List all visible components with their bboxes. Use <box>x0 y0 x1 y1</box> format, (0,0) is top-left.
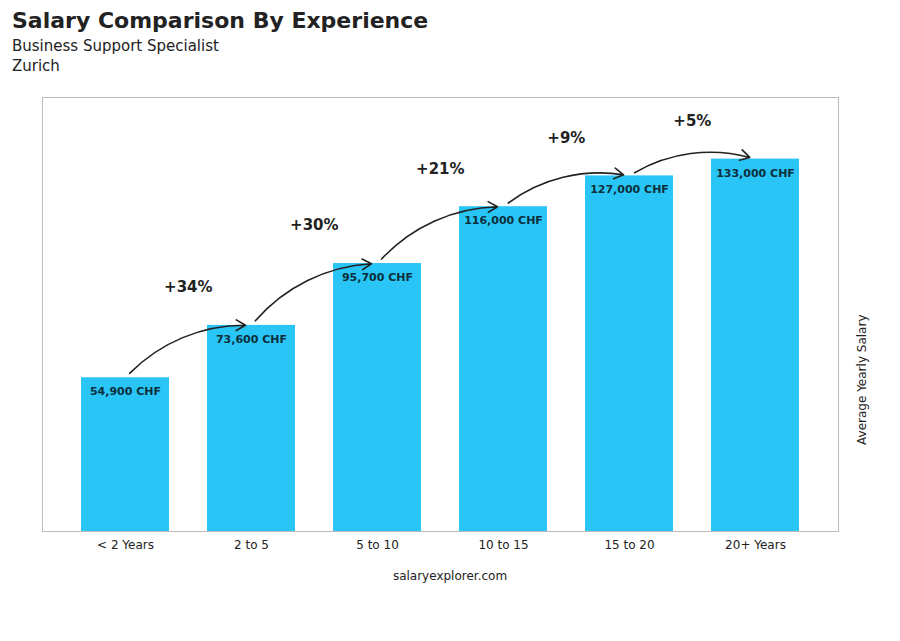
svg-text:116,000 CHF: 116,000 CHF <box>464 214 543 227</box>
svg-text:< 2 Years: < 2 Years <box>97 538 154 552</box>
svg-text:10 to 15: 10 to 15 <box>478 538 528 552</box>
svg-text:+9%: +9% <box>547 129 585 147</box>
svg-text:127,000 CHF: 127,000 CHF <box>590 183 669 196</box>
svg-text:+30%: +30% <box>290 216 338 234</box>
svg-text:2 to 5: 2 to 5 <box>234 538 269 552</box>
html-text:Zurich: Zurich <box>12 57 60 75</box>
html-text:Salary Comparison By Experienc: Salary Comparison By Experience <box>12 8 429 33</box>
svg-text:54,900 CHF: 54,900 CHF <box>90 385 161 398</box>
svg-text:Average Yearly Salary: Average Yearly Salary <box>855 315 869 445</box>
svg-text:95,700 CHF: 95,700 CHF <box>342 271 413 284</box>
svg-text:5 to 10: 5 to 10 <box>356 538 399 552</box>
svg-text:15 to 20: 15 to 20 <box>604 538 654 552</box>
svg-text:73,600 CHF: 73,600 CHF <box>216 333 287 346</box>
svg-text:+34%: +34% <box>164 278 212 296</box>
svg-text:+21%: +21% <box>416 160 464 178</box>
svg-text:20+ Years: 20+ Years <box>725 538 786 552</box>
svg-text:+5%: +5% <box>673 112 711 130</box>
html-text:Business Support Specialist: Business Support Specialist <box>12 37 219 55</box>
svg-text:133,000 CHF: 133,000 CHF <box>716 167 795 180</box>
html-text:salaryexplorer.com: salaryexplorer.com <box>392 569 508 583</box>
